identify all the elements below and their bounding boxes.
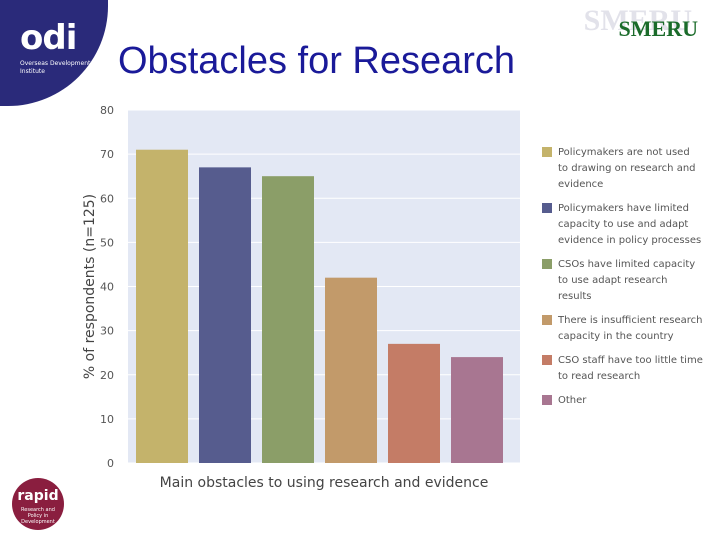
legend-swatch [542,395,552,405]
bar [262,176,314,463]
legend-swatch [542,259,552,269]
rapid-logo-subtitle: Research and Policy in Development [21,507,55,525]
y-tick-label: 40 [100,281,114,294]
odi-logo: odi Overseas Development Institute [0,0,108,106]
legend-entry: CSOs have limited capacity to use adapt r… [558,259,695,302]
y-tick-label: 50 [100,236,114,249]
page-title: Obstacles for Research [118,40,516,82]
smeru-logo-watermark: SMERU [583,4,692,37]
odi-logo-wordmark: odi [20,18,77,58]
legend-entry: Policymakers have limited capacity to use… [558,203,701,246]
x-axis-label: Main obstacles to using research and evi… [160,475,489,491]
y-tick-label: 30 [100,325,114,338]
smeru-logo: SMERU [618,16,698,41]
rapid-logo-wordmark: rapid [17,488,59,504]
bar [388,343,440,463]
y-tick-label: 80 [100,104,114,117]
legend-entry: There is insufficient research capacity i… [557,315,702,342]
legend-swatch [542,203,552,213]
legend-entry: Other [558,395,587,406]
y-tick-label: 20 [100,369,114,382]
y-tick-label: 0 [107,457,114,470]
bar [325,277,377,463]
legend-swatch [542,315,552,325]
bar [199,167,251,464]
y-tick-label: 70 [100,148,114,161]
legend-swatch [542,355,552,365]
y-tick-label: 60 [100,192,114,205]
odi-logo-subtitle: Overseas Development Institute [20,60,91,75]
obstacles-bar-chart: 0 10 20 30 40 50 60 70 80 % of respondents (n=125… [82,104,703,491]
y-axis-label: % of respondents (n=125) [82,194,98,379]
legend-entry: Policymakers are not used to drawing on r… [558,147,696,190]
bar [136,149,188,463]
legend-swatch [542,147,552,157]
bar [451,357,503,463]
rapid-logo: rapid Research and Policy in Development [12,478,64,530]
y-tick-label: 10 [100,413,114,426]
legend-entry: CSO staff have too little time to read re… [558,355,703,382]
